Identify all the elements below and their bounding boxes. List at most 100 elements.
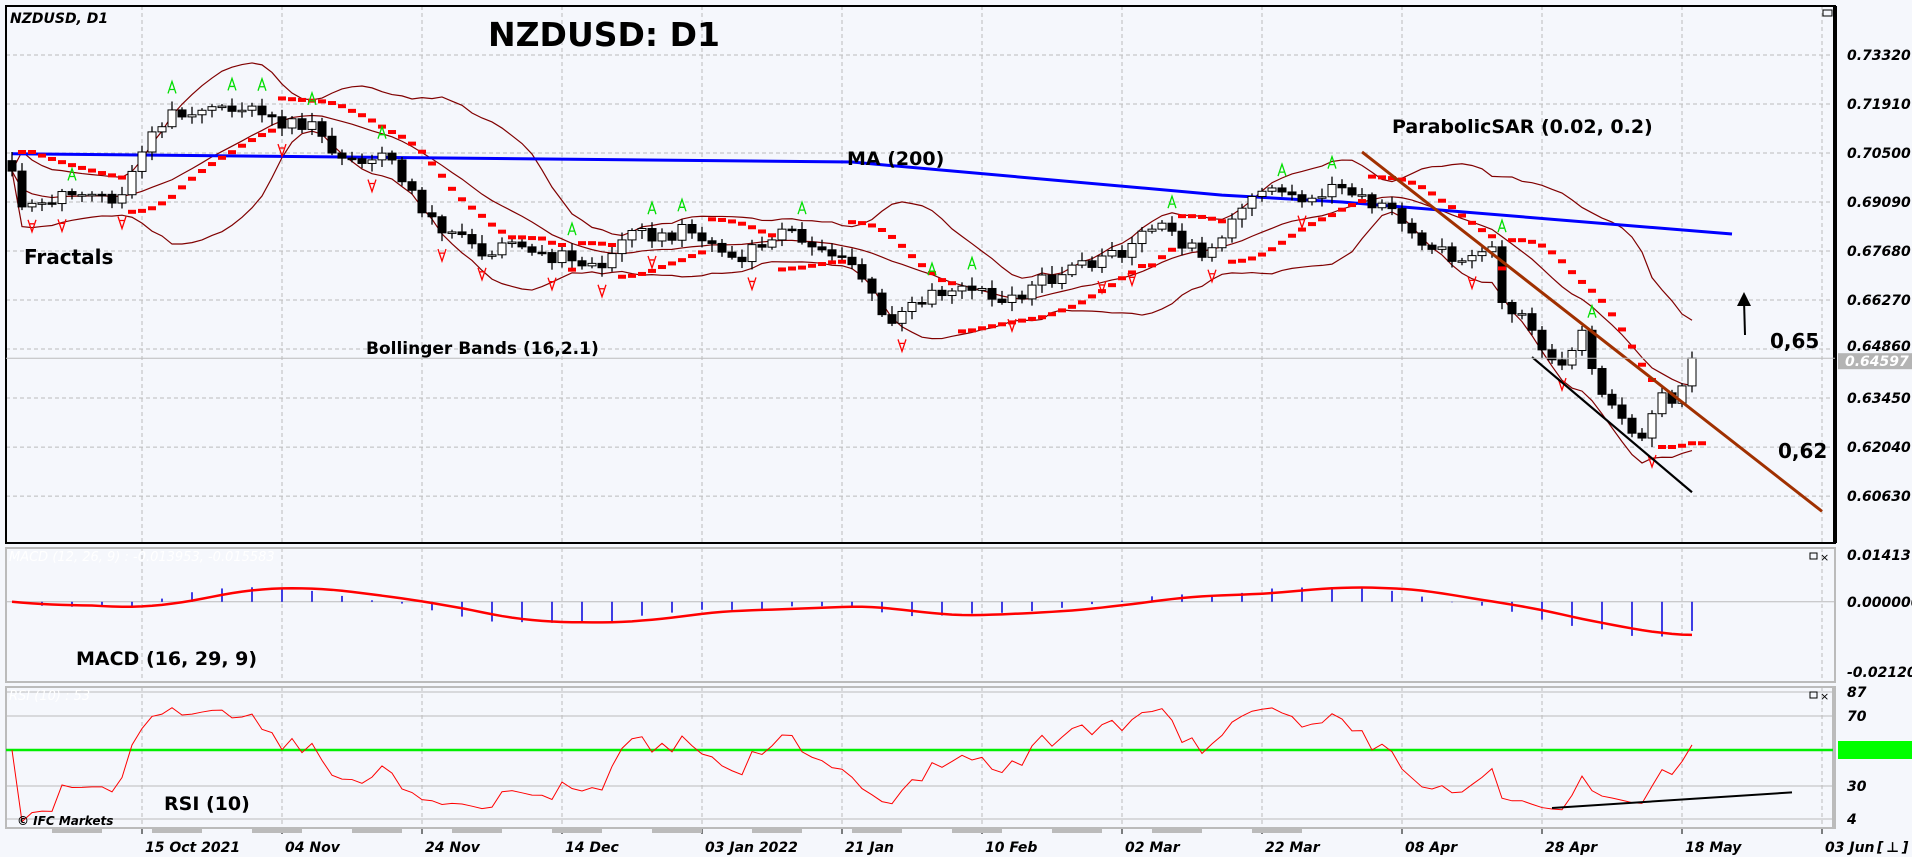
price-tick-label: 0.64860 xyxy=(1847,339,1911,355)
sar-dot xyxy=(1408,180,1416,185)
candle xyxy=(77,191,87,203)
candle-body xyxy=(1027,284,1037,300)
current-price-box xyxy=(1838,353,1912,370)
sar-dot xyxy=(768,233,776,238)
rsi-series xyxy=(6,691,1833,823)
date-tick-label: 04 Nov xyxy=(285,840,341,856)
sar-dot xyxy=(1068,304,1076,309)
candle-body xyxy=(1537,329,1547,351)
candle-body xyxy=(787,228,797,232)
candle xyxy=(527,243,537,256)
copyright: © IFC Markets xyxy=(17,814,113,828)
candle-body xyxy=(1157,222,1167,230)
maximize-icon[interactable] xyxy=(1809,552,1818,560)
candle-body xyxy=(317,121,327,137)
macd-window-controls[interactable]: × xyxy=(1809,551,1829,564)
sar-dot xyxy=(1128,270,1136,275)
candle xyxy=(207,104,217,118)
sar-dot xyxy=(118,175,126,180)
sar-dot xyxy=(418,149,426,154)
macd-panel[interactable] xyxy=(5,547,1836,683)
candle-body xyxy=(1347,187,1357,196)
sar-dot xyxy=(518,235,526,240)
sar-dot xyxy=(1428,191,1436,196)
candles xyxy=(7,98,1697,447)
sar-dot xyxy=(1088,294,1096,299)
candle-body xyxy=(387,152,397,161)
bollinger-lower xyxy=(11,130,1693,464)
candle-body xyxy=(1207,247,1217,258)
sar-dot xyxy=(1288,233,1296,238)
fractal-down-icon xyxy=(597,284,607,299)
candle-body xyxy=(1337,183,1347,189)
sar-dot xyxy=(288,97,296,102)
fractal-up-icon xyxy=(567,221,577,236)
sar-dot xyxy=(1278,240,1286,245)
candle xyxy=(37,198,47,212)
candle-body xyxy=(87,193,97,197)
sar-dot xyxy=(1178,214,1186,219)
candle xyxy=(1347,183,1357,198)
candle xyxy=(357,153,367,169)
sar-dot xyxy=(98,171,106,176)
scrollbar-segment xyxy=(1052,829,1102,833)
sar-dot xyxy=(778,267,786,272)
candle xyxy=(7,152,17,177)
candle xyxy=(657,228,667,248)
candle-body xyxy=(1227,218,1237,239)
candle xyxy=(307,112,317,136)
candle-body xyxy=(157,126,167,133)
candle xyxy=(107,190,117,209)
candle xyxy=(297,112,307,134)
fractal-up-icon xyxy=(227,76,237,91)
period-separator-icon[interactable]: [ ⊥ ] xyxy=(1876,840,1910,856)
chart-title: NZDUSD: D1 xyxy=(488,15,720,54)
maximize-icon[interactable] xyxy=(1822,9,1833,17)
sar-dot xyxy=(108,173,116,178)
candle xyxy=(1237,203,1247,228)
candle xyxy=(627,228,637,248)
support-trend-line xyxy=(1531,356,1693,494)
candle xyxy=(1007,286,1017,312)
candle-body xyxy=(617,239,627,255)
close-icon[interactable]: × xyxy=(1820,690,1829,703)
candle xyxy=(727,245,737,260)
time-scrollbar[interactable] xyxy=(52,829,1302,833)
candle-body xyxy=(1507,301,1517,315)
candle xyxy=(1377,199,1387,211)
close-icon[interactable]: × xyxy=(1820,551,1829,564)
sar-dot xyxy=(328,101,336,106)
sar-dot xyxy=(1438,198,1446,203)
rsi-panel[interactable] xyxy=(5,686,1836,829)
candle-body xyxy=(1607,393,1617,406)
candle-body xyxy=(137,151,147,172)
candle xyxy=(1547,344,1557,364)
price-tick-label: 0.67680 xyxy=(1847,244,1911,260)
candle-body xyxy=(407,181,417,191)
sar-dot xyxy=(88,168,96,173)
candle-body xyxy=(1147,228,1157,232)
rsi-window-controls[interactable]: × xyxy=(1809,690,1829,703)
target-down-label: 0,62 xyxy=(1778,439,1827,463)
main-panel[interactable] xyxy=(5,5,1836,544)
macd-tick-label: 0.000000 xyxy=(1847,595,1912,611)
sar-dot xyxy=(1458,213,1466,218)
fractal-up-icon xyxy=(67,166,77,181)
sar-dot xyxy=(1448,205,1456,210)
maximize-icon[interactable] xyxy=(1809,691,1818,699)
sar-dot xyxy=(548,240,556,245)
sar-dot xyxy=(1528,239,1536,244)
candle xyxy=(767,235,777,250)
macd-header: MACD (12, 26, 9) : -0.013953, -0.015583 xyxy=(9,550,275,565)
candle-body xyxy=(467,234,477,245)
sar-dot xyxy=(258,133,266,138)
sar-dot xyxy=(1638,362,1646,367)
candle-body xyxy=(197,109,207,116)
price-tick-label: 0.71910 xyxy=(1847,97,1911,113)
sar-dot xyxy=(1508,238,1516,243)
candle xyxy=(157,122,167,139)
candle xyxy=(957,282,967,299)
candle xyxy=(637,223,647,239)
rsi-tick-label: 4 xyxy=(1846,812,1857,828)
